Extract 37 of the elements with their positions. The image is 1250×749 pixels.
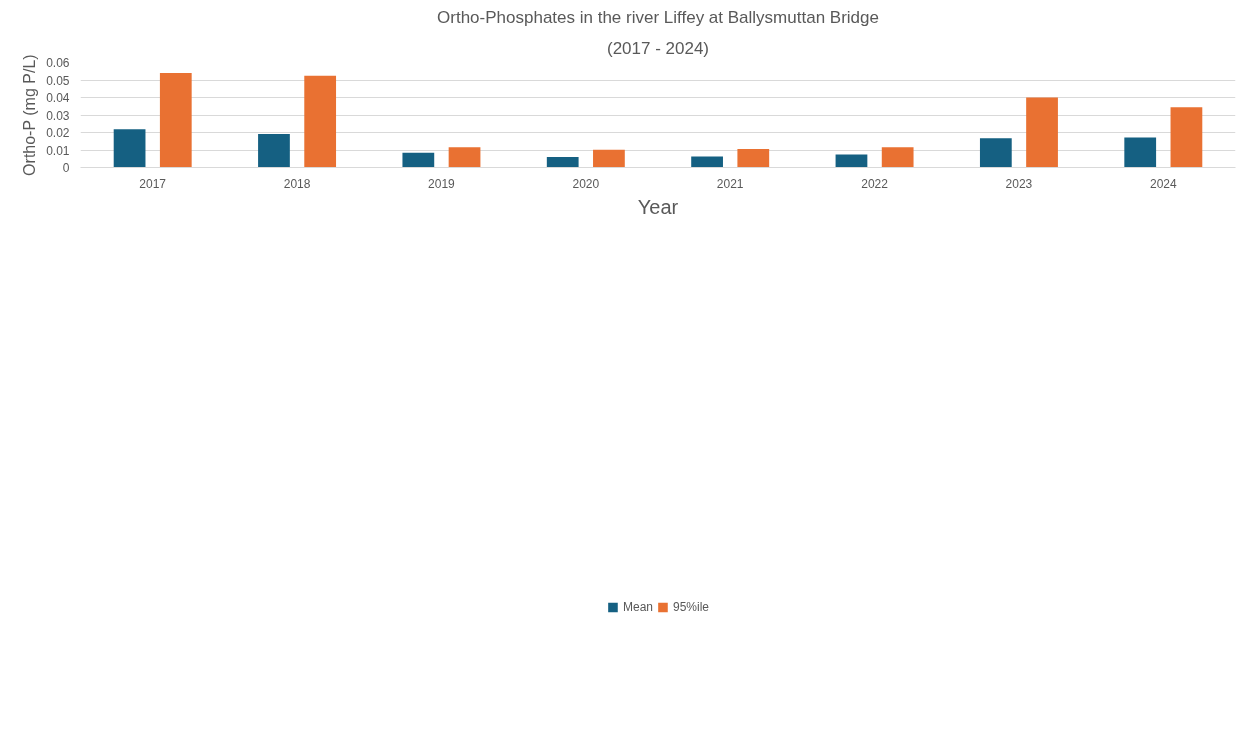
- bar: [113, 129, 146, 168]
- bar: [737, 148, 770, 168]
- bar: [691, 156, 723, 168]
- y-tick-label: 0.03: [46, 108, 70, 123]
- bar: [1170, 107, 1203, 168]
- y-tick-label: 0.06: [46, 56, 70, 70]
- y-tick-label: 0.05: [46, 73, 70, 88]
- bar: [835, 154, 868, 168]
- bar: [979, 138, 1012, 168]
- bar: [304, 75, 337, 168]
- bar: [448, 147, 481, 168]
- bar: [593, 149, 625, 168]
- bar: [402, 152, 435, 168]
- x-tick-label: 2020: [572, 176, 600, 191]
- bar: [1026, 97, 1058, 168]
- x-tick-label: 2022: [861, 176, 889, 191]
- y-tick-label: 0.02: [46, 126, 70, 140]
- y-axis-title: Ortho-P (mg P/L): [21, 54, 39, 176]
- bar: [546, 157, 579, 168]
- x-tick-label: 2018: [283, 176, 311, 191]
- x-tick-label: 2017: [139, 176, 167, 191]
- bar: [881, 147, 914, 168]
- y-tick-label: 0.01: [46, 143, 70, 158]
- bar: [258, 134, 290, 168]
- legend-label: Mean: [622, 599, 653, 614]
- y-tick-label: 0: [62, 161, 70, 175]
- chart-subtitle: (2017 - 2024): [606, 38, 710, 58]
- bar: [159, 73, 192, 168]
- x-tick-label: 2019: [428, 176, 456, 191]
- bar: [1124, 137, 1157, 168]
- y-tick-label: 0.04: [46, 91, 70, 105]
- legend-label: 95%ile: [673, 599, 710, 614]
- x-axis-title: Year: [637, 195, 679, 218]
- x-tick-label: 2023: [1005, 176, 1033, 191]
- chart-title: Ortho-Phosphates in the river Liffey at Ballysmuttan Bridge: [437, 7, 879, 27]
- x-tick-label: 2021: [716, 176, 744, 191]
- x-tick-label: 2024: [1149, 176, 1177, 191]
